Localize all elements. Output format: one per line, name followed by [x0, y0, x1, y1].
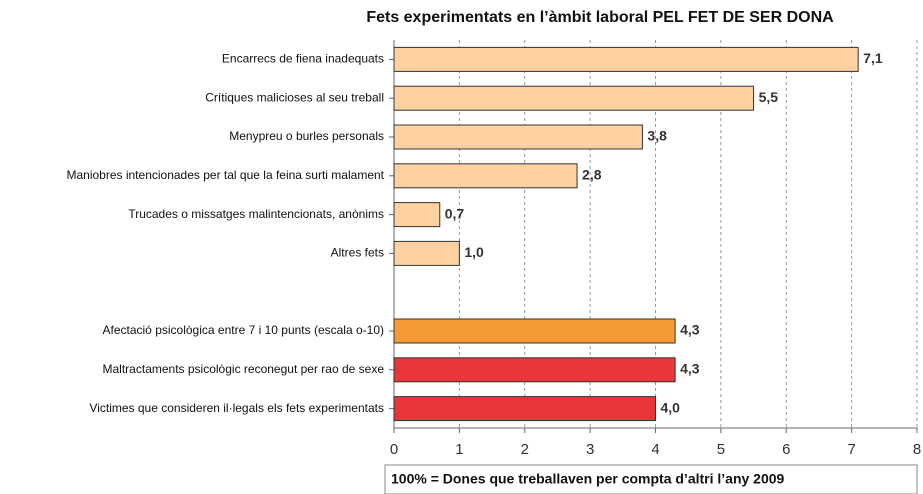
y-tick-label: Encarrecs de fiena inadequats — [222, 52, 384, 66]
y-tick-label: Afectació psicològica entre 7 i 10 punts… — [103, 323, 385, 337]
y-tick-label: Maniobres intencionades per tal que la f… — [66, 168, 384, 182]
x-tick-label: 6 — [782, 441, 790, 458]
note-box — [384, 464, 918, 494]
y-tick-label: Crítiques malicioses al seu treball — [205, 90, 384, 104]
bar — [393, 396, 656, 422]
bar — [393, 85, 755, 111]
x-tick-label: 1 — [455, 441, 463, 458]
y-tick-label: Altres fets — [331, 246, 384, 260]
x-tick-label: 0 — [390, 441, 398, 458]
value-label: 2,8 — [582, 167, 602, 183]
x-tick-label: 5 — [717, 441, 725, 458]
value-label: 4,3 — [680, 361, 700, 377]
x-tick-label: 3 — [586, 441, 594, 458]
chart-title: Fets experimentats en l’àmbit laboral PE… — [366, 9, 834, 26]
bar — [393, 240, 460, 266]
value-label: 4,3 — [680, 322, 700, 338]
value-label: 5,5 — [759, 89, 779, 105]
y-tick-label: Maltractaments psicològic reconegut per … — [103, 362, 385, 376]
y-tick-label: Menypreu o burles personals — [229, 129, 384, 143]
value-label: 4,0 — [661, 399, 681, 415]
x-tick-label: 7 — [847, 441, 855, 458]
bar — [393, 357, 676, 383]
value-label: 3,8 — [647, 128, 667, 144]
note: 100% = Dones que treballaven per compta … — [391, 471, 785, 487]
value-label: 1,0 — [464, 244, 484, 260]
y-tick-label: Trucades o missatges malintencionats, an… — [128, 207, 384, 221]
value-label: 0,7 — [445, 205, 465, 221]
bar — [393, 318, 676, 344]
x-tick-label: 8 — [913, 441, 921, 458]
bar — [393, 46, 859, 72]
bar — [393, 163, 578, 189]
x-tick-label: 4 — [651, 441, 659, 458]
y-tick-label: Victimes que consideren il·legals els fe… — [89, 401, 384, 415]
x-tick-label: 2 — [521, 441, 529, 458]
bar — [393, 124, 643, 150]
value-label: 7,1 — [863, 50, 883, 66]
bar — [393, 202, 441, 228]
